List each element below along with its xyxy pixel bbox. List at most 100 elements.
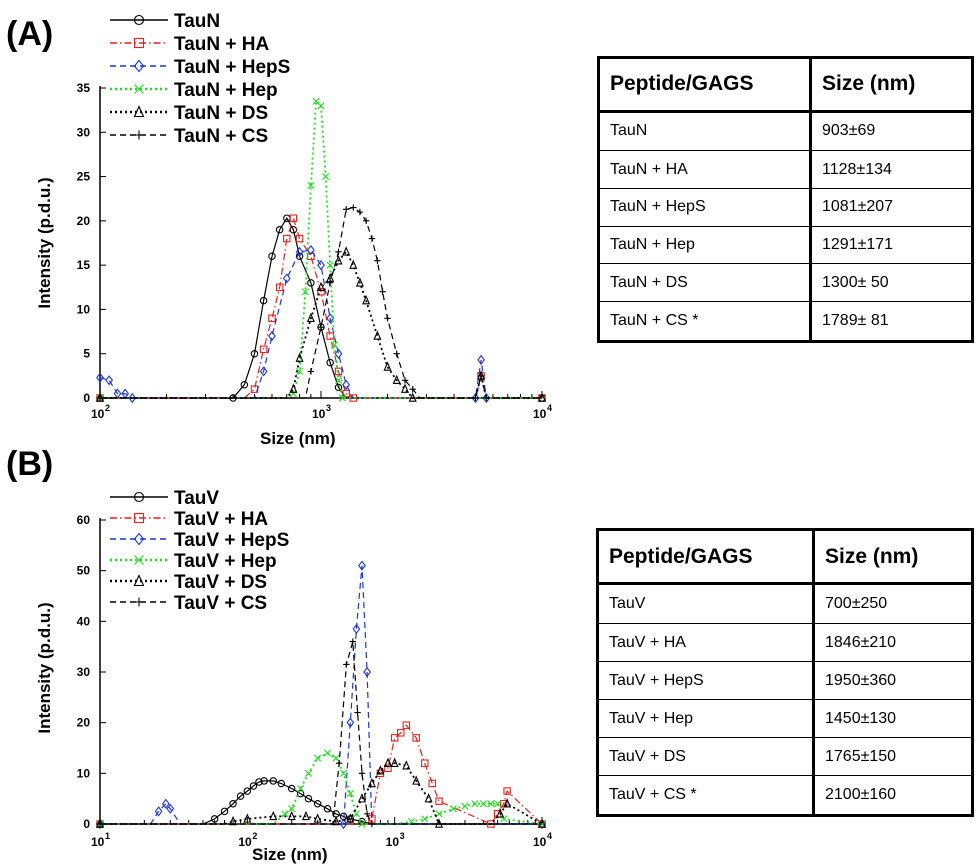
data-point xyxy=(335,248,342,256)
table-cell-size: 903±69 xyxy=(810,110,973,151)
x-tick-exponent: 2 xyxy=(252,831,257,841)
table-row: TauN + DS 1300± 50 xyxy=(598,263,973,302)
data-point xyxy=(471,392,480,404)
legend-entry: TauV + HepS xyxy=(110,530,289,551)
data-point xyxy=(317,102,325,110)
data-point xyxy=(334,348,343,359)
data-point xyxy=(363,666,371,678)
series-taun-hep xyxy=(96,97,542,402)
legend-entry: TauV + Hep xyxy=(110,551,277,572)
data-point xyxy=(133,37,145,49)
data-point xyxy=(358,770,366,777)
legend-entry: TauV + HA xyxy=(110,509,268,530)
data-point xyxy=(335,760,343,767)
data-point xyxy=(326,279,334,287)
table-row: TauV + Hep 1450±130 xyxy=(597,699,973,738)
data-point xyxy=(243,813,252,823)
data-point xyxy=(307,252,315,261)
data-point xyxy=(295,352,304,362)
y-tick-label: 0 xyxy=(83,391,90,405)
data-point xyxy=(376,765,385,775)
data-point xyxy=(295,367,304,376)
x-tick-exponent: 3 xyxy=(326,403,331,413)
data-point xyxy=(402,760,411,770)
table-row: TauN + HepS 1081±207 xyxy=(598,188,973,227)
data-point xyxy=(304,769,313,777)
data-point xyxy=(449,805,457,813)
table-row: TauV + DS 1765±150 xyxy=(597,737,973,776)
legend-entry: TauN + HepS xyxy=(110,57,290,78)
table-row: TauV + HepS 1950±360 xyxy=(597,661,973,700)
data-point xyxy=(259,345,268,354)
legend-entry: TauV + CS xyxy=(110,593,267,614)
table-cell-size: 1291±171 xyxy=(810,225,973,264)
series-tauv-hep xyxy=(96,749,546,828)
table-cell-peptide: TauV + HA xyxy=(597,623,815,662)
data-point xyxy=(317,260,325,271)
table-cell-peptide: TauN + Hep xyxy=(598,225,812,264)
data-point xyxy=(307,279,315,287)
data-point xyxy=(304,794,313,803)
y-axis-label: Intensity (p.d.u.) xyxy=(35,602,54,733)
data-point xyxy=(133,105,145,118)
data-point xyxy=(240,380,249,389)
data-point xyxy=(362,294,371,305)
data-point xyxy=(537,392,547,402)
table-row: TauN 903±69 xyxy=(598,110,973,151)
data-point xyxy=(283,234,291,243)
series-line xyxy=(100,724,543,825)
y-tick-label: 30 xyxy=(77,125,91,139)
data-point xyxy=(400,383,410,393)
legend-label: TauN + Hep xyxy=(174,80,278,101)
data-point xyxy=(281,810,289,818)
series-tauv-ha xyxy=(96,721,546,828)
data-point xyxy=(346,813,355,823)
table-cell-size: 1081±207 xyxy=(810,188,973,227)
table-cell-peptide: TauN + CS * xyxy=(598,301,812,342)
data-point xyxy=(471,800,479,808)
data-point xyxy=(96,394,104,402)
data-point xyxy=(358,820,366,828)
x-tick-label: 10 xyxy=(91,407,105,421)
data-point xyxy=(537,818,547,828)
data-point xyxy=(401,377,409,384)
data-point xyxy=(479,800,487,808)
y-tick-label: 25 xyxy=(77,170,91,184)
size-table-a: Peptide/GAGS Size (nm) TauN 903±69 TauN … xyxy=(597,56,974,343)
data-point xyxy=(334,255,343,265)
legend-label: TauN + HepS xyxy=(174,57,290,78)
y-tick-label: 60 xyxy=(77,513,91,527)
data-point xyxy=(260,777,268,785)
series-tauv-ds xyxy=(95,757,547,828)
data-point xyxy=(229,799,237,808)
data-point xyxy=(166,803,175,814)
series-line xyxy=(100,99,542,399)
y-tick-label: 5 xyxy=(83,347,90,361)
data-point xyxy=(249,782,258,790)
legend-entry: TauV + DS xyxy=(110,572,267,593)
series-line xyxy=(100,641,542,825)
data-point xyxy=(307,368,315,375)
legend-label: TauV xyxy=(174,488,219,509)
table-cell-peptide: TauV + Hep xyxy=(597,699,815,738)
data-point xyxy=(346,717,355,728)
table-cell-size: 1128±134 xyxy=(810,150,973,189)
data-point xyxy=(289,389,297,398)
table-cell-size: 1450±130 xyxy=(813,699,973,738)
data-point xyxy=(275,283,284,292)
data-point xyxy=(368,235,376,242)
data-point xyxy=(412,734,420,742)
table-cell-size: 1846±210 xyxy=(813,623,973,662)
table-header-size: Size (nm) xyxy=(810,57,973,113)
data-point xyxy=(134,555,144,565)
y-tick-label: 40 xyxy=(77,614,91,628)
data-point xyxy=(287,784,296,793)
data-point xyxy=(503,787,511,795)
series-line xyxy=(100,565,542,825)
legend-label: TauV + CS xyxy=(174,593,267,614)
x-tick-exponent: 4 xyxy=(547,403,552,413)
data-point xyxy=(134,130,144,140)
series-line xyxy=(100,752,543,825)
y-tick-label: 30 xyxy=(77,665,91,679)
data-point xyxy=(313,813,322,823)
